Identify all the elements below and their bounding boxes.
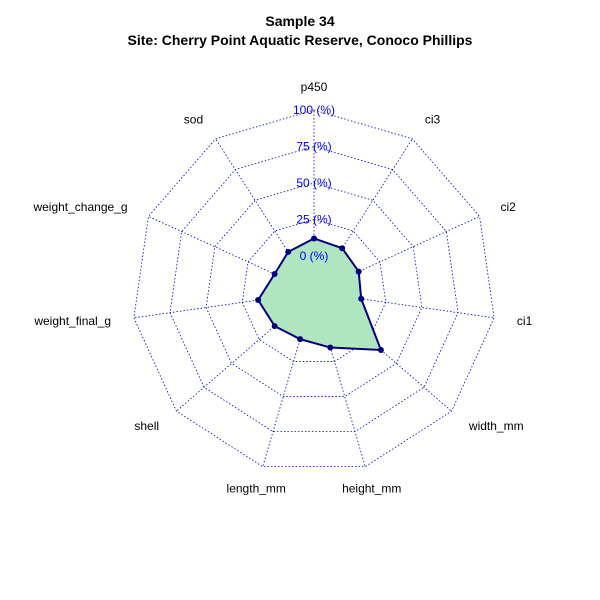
ring-label: 0 (%) (300, 249, 329, 263)
ring-label: 50 (%) (296, 176, 331, 190)
radar-ring (205, 182, 423, 397)
data-point-shell (271, 323, 278, 330)
radar-spoke (349, 296, 495, 319)
ring-labels: 0 (%) 25 (%) 50 (%) 75 (%) 100 (%) (293, 103, 335, 263)
axis-labels: p450 ci3 ci2 ci1 width_mm height_mm length_mm s… (32, 80, 532, 496)
radar-ring (133, 109, 495, 468)
radar-spoke (333, 138, 413, 262)
radar-spoke (176, 315, 288, 412)
data-point-sod (285, 248, 292, 255)
axis-label-weight_change_g: weight_change_g (32, 200, 127, 214)
radar-spoke (148, 216, 282, 278)
radar-series (255, 235, 384, 353)
data-point-weight_change_g (271, 271, 278, 278)
ring-label: 25 (%) (296, 213, 331, 227)
chart-title: Sample 34 (265, 13, 334, 29)
data-point-height_mm (327, 344, 334, 351)
data-point-ci3 (339, 245, 346, 252)
ring-label: 100 (%) (293, 103, 335, 117)
axis-label-weight_final_g: weight_final_g (33, 314, 111, 328)
chart-subtitle: Site: Cherry Point Aquatic Reserve, Cono… (128, 32, 473, 48)
axis-label-ci2: ci2 (500, 200, 516, 214)
data-point-width_mm (377, 346, 384, 353)
axis-label-ci1: ci1 (517, 314, 533, 328)
axis-label-p450: p450 (301, 80, 328, 94)
axis-label-ci3: ci3 (425, 113, 441, 127)
axis-label-width_mm: width_mm (468, 419, 524, 433)
data-point-p450 (311, 235, 317, 242)
ring-label: 75 (%) (296, 140, 331, 154)
axis-label-height_mm: height_mm (342, 482, 401, 496)
data-point-weight_final_g (255, 297, 262, 304)
data-point-ci1 (358, 295, 365, 302)
data-point-ci2 (355, 268, 362, 275)
radar-ring (241, 219, 387, 362)
axis-label-sod: sod (184, 113, 203, 127)
radar-spoke (215, 138, 295, 262)
data-point-length_mm (297, 336, 304, 343)
axis-label-length_mm: length_mm (227, 482, 286, 496)
series-area (256, 237, 383, 352)
axis-label-shell: shell (134, 419, 159, 433)
